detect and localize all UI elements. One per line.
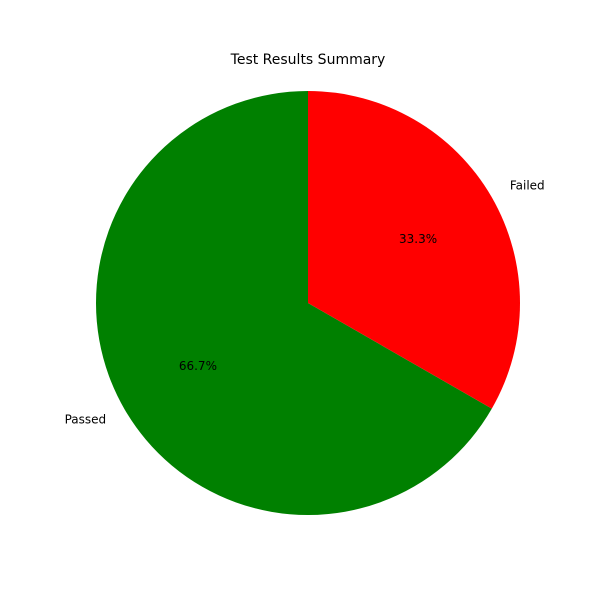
pie-slices [96, 91, 520, 515]
percent-label-passed: 66.7% [179, 359, 217, 373]
slice-label-passed: Passed [65, 412, 107, 426]
slice-label-failed: Failed [510, 179, 545, 193]
pie-slice-passed [96, 91, 492, 515]
chart-title: Test Results Summary [230, 52, 386, 68]
pie-labels: Passed 66.7% Failed 33.3% [65, 179, 545, 427]
percent-label-failed: 33.3% [399, 232, 437, 246]
pie-slice-failed [308, 91, 520, 409]
